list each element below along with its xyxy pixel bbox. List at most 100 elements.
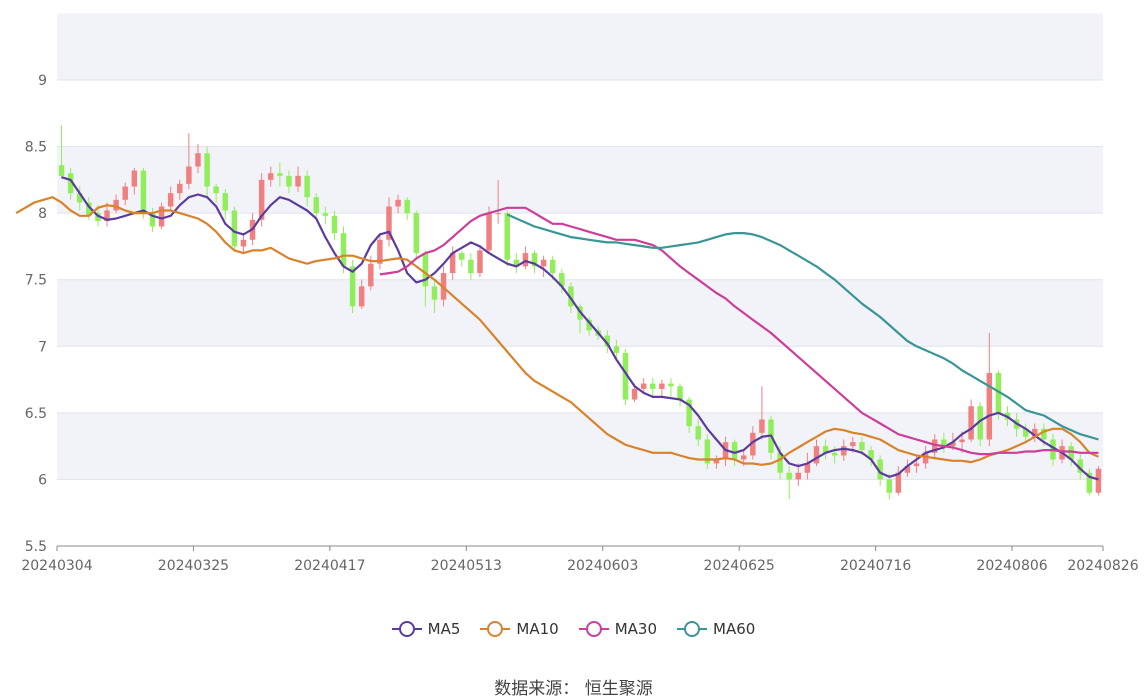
candle-body bbox=[932, 439, 938, 453]
candle-body bbox=[904, 466, 911, 473]
candle bbox=[386, 197, 392, 247]
candle-body bbox=[268, 173, 274, 180]
candle-body bbox=[486, 213, 492, 251]
candle-body bbox=[77, 193, 83, 203]
legend-label: MA5 bbox=[427, 620, 461, 638]
candle-body bbox=[286, 175, 292, 187]
candle-body bbox=[1022, 428, 1029, 437]
candle-body bbox=[277, 173, 283, 176]
candle bbox=[540, 255, 547, 278]
candle-body bbox=[240, 239, 247, 247]
candle-body bbox=[495, 213, 501, 215]
ma60-line bbox=[506, 213, 1099, 441]
candle bbox=[886, 474, 892, 500]
candle-body bbox=[941, 439, 947, 447]
legend-label: MA60 bbox=[713, 620, 756, 638]
candle bbox=[559, 269, 565, 294]
legend-item-ma5[interactable]: MA5 bbox=[391, 620, 461, 638]
candle-body bbox=[304, 175, 310, 198]
y-tick-label: 6.5 bbox=[25, 406, 47, 422]
candle bbox=[786, 466, 792, 500]
candle bbox=[877, 455, 883, 487]
candle bbox=[158, 202, 165, 230]
legend-label: MA30 bbox=[614, 620, 658, 638]
candle-body bbox=[886, 479, 892, 493]
candle bbox=[195, 143, 201, 174]
candle-body bbox=[640, 383, 647, 389]
candle-body bbox=[468, 259, 474, 274]
candle bbox=[431, 279, 438, 313]
candle-body bbox=[713, 459, 720, 464]
candle-body bbox=[731, 442, 738, 460]
candle-body bbox=[750, 432, 756, 456]
legend-item-ma10[interactable]: MA10 bbox=[480, 620, 559, 638]
source-provider: 恒生聚源 bbox=[584, 679, 653, 699]
candle bbox=[177, 179, 183, 200]
candle-body bbox=[204, 153, 210, 187]
candle-body bbox=[213, 186, 219, 194]
candle bbox=[504, 210, 510, 267]
candle bbox=[932, 434, 938, 460]
ma5-line bbox=[61, 176, 1099, 481]
candle bbox=[222, 189, 228, 220]
candle-body bbox=[859, 442, 865, 451]
legend-item-ma30[interactable]: MA30 bbox=[578, 620, 658, 638]
candle bbox=[895, 466, 902, 496]
x-tick-label: 20240325 bbox=[158, 558, 229, 574]
x-tick-label: 20240417 bbox=[294, 558, 365, 574]
candle-body bbox=[968, 406, 974, 440]
candle-body bbox=[513, 259, 520, 267]
candle bbox=[495, 179, 501, 224]
candle bbox=[122, 182, 128, 206]
candle-body bbox=[822, 446, 829, 453]
candle bbox=[759, 386, 765, 440]
candle bbox=[131, 167, 138, 195]
candle bbox=[650, 378, 656, 397]
candle-body bbox=[759, 419, 765, 433]
candle-body bbox=[504, 213, 510, 260]
candle-body bbox=[67, 173, 74, 194]
candle-body bbox=[631, 388, 638, 400]
y-tick-label: 9 bbox=[38, 73, 47, 89]
candle-body bbox=[522, 253, 529, 267]
grid-band bbox=[57, 146, 1103, 214]
candle-body bbox=[404, 199, 410, 214]
candle-body bbox=[568, 286, 574, 307]
candle bbox=[486, 206, 492, 254]
candle bbox=[104, 202, 110, 227]
candle bbox=[795, 463, 802, 487]
candle bbox=[977, 402, 983, 447]
y-tick-label: 6 bbox=[38, 472, 47, 488]
candle-body bbox=[913, 463, 920, 467]
candle bbox=[586, 316, 592, 336]
candle-body bbox=[877, 459, 883, 480]
candle bbox=[622, 348, 629, 405]
candle bbox=[313, 193, 319, 220]
candle-body bbox=[813, 446, 820, 464]
legend-marker-icon bbox=[578, 621, 609, 637]
candle bbox=[522, 246, 529, 270]
candle-body bbox=[995, 372, 1002, 413]
candle bbox=[968, 399, 974, 443]
grid-band bbox=[57, 412, 1103, 480]
candle-body bbox=[559, 273, 565, 287]
x-tick-label: 20240826 bbox=[1067, 558, 1138, 574]
candle-body bbox=[422, 253, 429, 287]
candle-body bbox=[1068, 446, 1074, 460]
candle bbox=[304, 170, 310, 207]
candle bbox=[1068, 442, 1074, 467]
candle bbox=[186, 133, 192, 190]
x-tick-label: 20240513 bbox=[431, 558, 502, 574]
candle-body bbox=[841, 446, 847, 456]
candle-body bbox=[613, 346, 620, 353]
candle bbox=[677, 383, 683, 407]
candle-body bbox=[313, 197, 319, 214]
legend-item-ma60[interactable]: MA60 bbox=[677, 620, 755, 638]
candle-body bbox=[604, 335, 611, 347]
candle-body bbox=[959, 439, 965, 443]
candle-body bbox=[368, 263, 374, 287]
candle bbox=[1077, 452, 1083, 480]
candle-body bbox=[86, 202, 92, 216]
candle bbox=[1095, 466, 1102, 496]
